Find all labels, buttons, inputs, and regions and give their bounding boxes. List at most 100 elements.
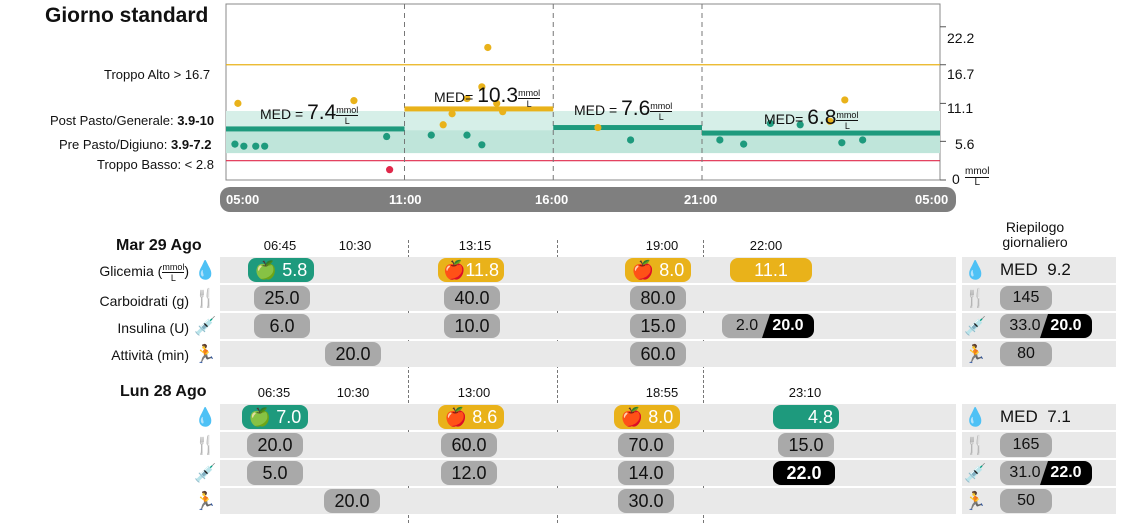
summary-insulin: 33.0 20.0 xyxy=(1000,314,1092,338)
activity-value[interactable]: 60.0 xyxy=(630,342,686,366)
runner-icon: 🏃 xyxy=(194,491,217,511)
carb-value[interactable]: 60.0 xyxy=(441,433,497,457)
timeline-tick: 16:00 xyxy=(535,192,569,207)
day-date: Mar 29 Ago xyxy=(116,237,202,254)
apple-icon: 🍎 xyxy=(442,260,466,280)
syringe-icon: 💉 xyxy=(964,316,987,336)
median-label-text: MED xyxy=(260,106,292,122)
median-line xyxy=(702,130,940,136)
section-divider xyxy=(557,240,558,523)
time-label: 10:30 xyxy=(338,238,372,253)
carb-value[interactable]: 70.0 xyxy=(618,433,674,457)
median-unit-bottom: L xyxy=(844,120,850,131)
summary-insulin-bolus: 22.0 xyxy=(1040,461,1092,485)
carb-value[interactable]: 20.0 xyxy=(247,433,303,457)
glucose-value[interactable]: 🍎11.8 xyxy=(438,258,504,282)
insulin-value[interactable]: 6.0 xyxy=(254,314,310,338)
glucose-point xyxy=(463,94,471,103)
insulin-value[interactable]: 14.0 xyxy=(618,461,674,485)
activity-value[interactable]: 30.0 xyxy=(618,489,674,513)
glucose-point xyxy=(252,142,260,150)
apple-icon: 🍏 xyxy=(254,260,278,280)
insulin-value[interactable]: 12.0 xyxy=(441,461,497,485)
glucose-point xyxy=(499,108,507,116)
median-unit-bottom: L xyxy=(526,98,532,109)
median-line xyxy=(553,125,702,131)
median-value: 7.4 xyxy=(307,101,337,124)
drop-icon: 💧 xyxy=(194,407,217,427)
carb-value[interactable]: 40.0 xyxy=(444,286,500,310)
apple-icon: 🍎 xyxy=(631,260,655,280)
median-value: 10.3 xyxy=(477,84,519,107)
glucose-point xyxy=(350,97,358,105)
runner-icon: 🏃 xyxy=(964,491,987,511)
glucose-value-text: 5.8 xyxy=(282,260,308,280)
glucose-point xyxy=(231,140,239,148)
summary-header: Riepilogo giornaliero xyxy=(985,220,1085,250)
glucose-value[interactable]: 🍏 7.0 xyxy=(242,405,308,429)
insulin-split[interactable]: 2.0 20.0 xyxy=(722,314,814,338)
median-label: MED = 7.6 mmol L xyxy=(574,97,673,122)
row-label-glicemia-text: Glicemia ( xyxy=(99,263,163,280)
glucose-point xyxy=(716,136,724,144)
glucose-value[interactable]: 🍏 5.8 xyxy=(248,258,314,282)
insulin-value[interactable]: 15.0 xyxy=(630,314,686,338)
range-label-pre-value: 3.9-7.2 xyxy=(171,137,212,152)
row-bg-insulina xyxy=(220,313,956,339)
time-label: 22:00 xyxy=(749,238,783,253)
syringe-icon: 💉 xyxy=(194,463,217,483)
apple-icon: 🍎 xyxy=(444,407,468,427)
range-label-alto: Troppo Alto > 16.7 xyxy=(104,67,211,82)
drop-icon: 💧 xyxy=(964,407,987,427)
summary-med-value: 9.2 xyxy=(1047,260,1071,279)
median-unit-bottom: L xyxy=(344,115,350,126)
activity-value[interactable]: 20.0 xyxy=(325,342,381,366)
glucose-value[interactable]: 11.1 xyxy=(730,258,812,282)
glucose-value[interactable]: 🍎 8.0 xyxy=(625,258,691,282)
insulin-value[interactable]: 5.0 xyxy=(247,461,303,485)
glucose-point xyxy=(448,110,456,118)
range-label-pre-text: Pre Pasto/Digiuno: xyxy=(59,137,172,152)
cutlery-icon: 🍴 xyxy=(194,288,217,308)
timeline-tick: 11:00 xyxy=(389,192,422,207)
glucose-value-text: 8.0 xyxy=(659,260,685,280)
summary-med: MED 9.2 xyxy=(1000,260,1071,280)
median-label-text: MED xyxy=(764,111,796,127)
runner-icon: 🏃 xyxy=(194,344,217,364)
glucose-value[interactable]: 4.8 xyxy=(773,405,839,429)
y-tick: 5.6 xyxy=(955,136,975,152)
page-title: Giorno standard xyxy=(45,4,209,27)
timeline-tick: 21:00 xyxy=(684,192,718,207)
median-label: MED = 7.4 mmol L xyxy=(260,101,359,126)
carb-value[interactable]: 15.0 xyxy=(778,433,834,457)
summary-med-label: MED xyxy=(1000,407,1038,426)
range-label-pre: Pre Pasto/Digiuno: 3.9-7.2 xyxy=(59,137,212,152)
time-label: 23:10 xyxy=(788,385,822,400)
glucose-point xyxy=(240,142,248,150)
glucose-point xyxy=(484,43,492,52)
glucose-value[interactable]: 🍎 8.0 xyxy=(614,405,680,429)
glucose-value[interactable]: 🍎 8.6 xyxy=(438,405,504,429)
carb-value[interactable]: 80.0 xyxy=(630,286,686,310)
row-bg-carboidrati xyxy=(220,432,956,458)
median-unit-bottom: L xyxy=(658,111,664,122)
insulin-value[interactable]: 22.0 xyxy=(773,461,835,485)
row-label-insulina: Insulina (U) xyxy=(117,320,189,336)
summary-activity: 80 xyxy=(1000,342,1052,366)
insulin-value[interactable]: 10.0 xyxy=(444,314,500,338)
glucose-point xyxy=(478,141,486,149)
summary-med-value: 7.1 xyxy=(1047,407,1071,426)
glucose-point xyxy=(627,136,635,144)
y-tick: 0 xyxy=(952,171,960,187)
row-bg-insulina xyxy=(220,460,956,486)
activity-value[interactable]: 20.0 xyxy=(324,489,380,513)
timeline-tick: 05:00 xyxy=(226,192,260,207)
median-label-text: MED xyxy=(434,89,466,105)
median-unit-top: mmol xyxy=(336,104,359,116)
row-bg-glicemia xyxy=(220,257,956,283)
summary-med-label: MED xyxy=(1000,260,1038,279)
glucose-point xyxy=(439,121,447,129)
median-line xyxy=(226,126,405,132)
carb-value[interactable]: 25.0 xyxy=(254,286,310,310)
median-label: MED= 6.8 mmol L xyxy=(764,106,859,131)
